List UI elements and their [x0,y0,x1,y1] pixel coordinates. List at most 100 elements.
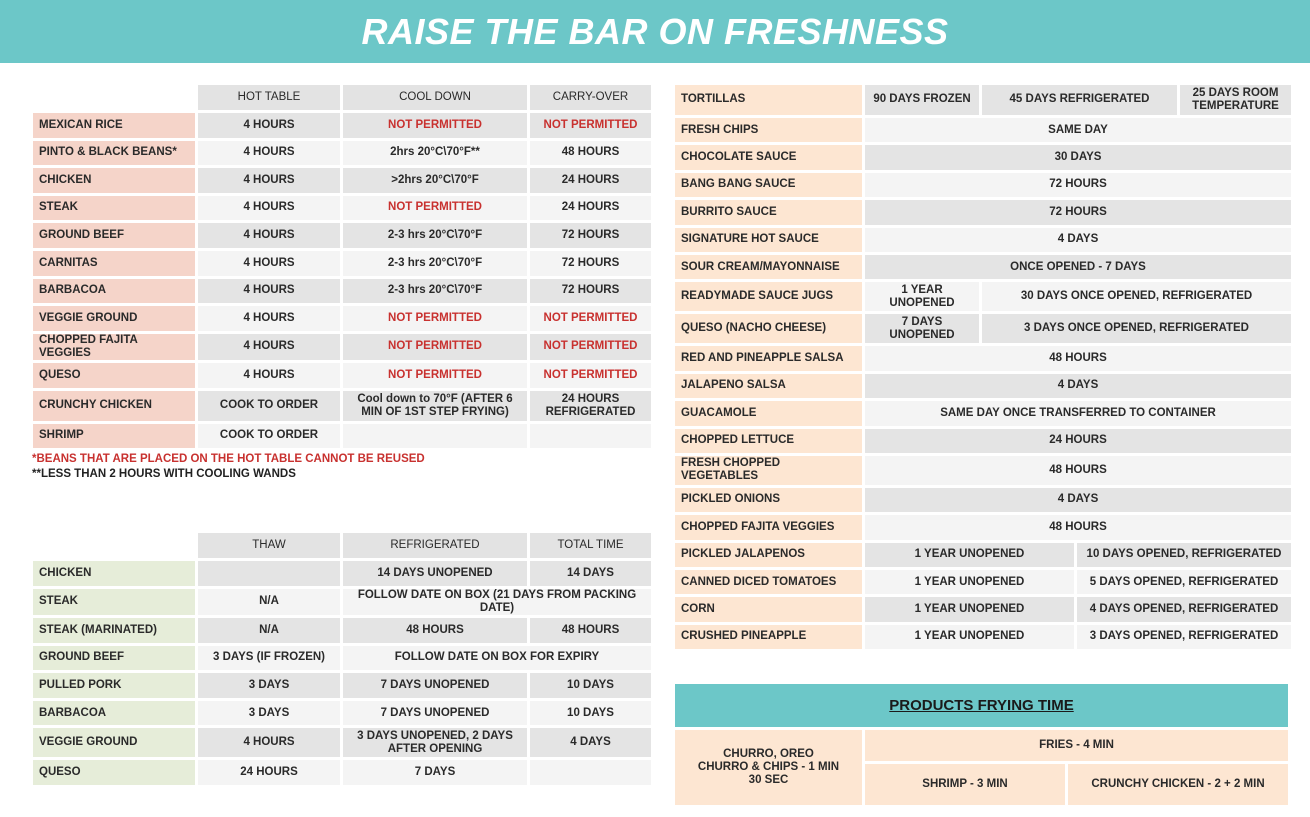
table-cell: NOT PERMITTED [530,113,651,138]
frying-time-title: PRODUCTS FRYING TIME [889,697,1074,714]
table-cell: 4 DAYS [865,227,1292,252]
table-row: RED AND PINEAPPLE SALSA 48 HOURS [675,346,1292,371]
cooling-wands-note: **LESS THAN 2 HOURS WITH COOLING WANDS [32,468,296,480]
table-row: PINTO & BLACK BEANS* 4 HOURS 2hrs 20°C\70°… [33,140,651,166]
table-cell: 24 HOURS [865,428,1292,453]
table-cell: 48 HOURS [865,346,1292,371]
table-cell: 1 YEAR UNOPENED [865,570,1074,595]
table-cell: 24 HOURS [530,168,651,193]
table-row: STEAK 4 HOURS NOT PERMITTED 24 HOURS [33,195,651,221]
row-label: MEXICAN RICE [33,113,195,138]
table-cell: 7 DAYS UNOPENED [343,673,527,698]
page-title: RAISE THE BAR ON FRESHNESS [361,10,949,52]
row-label: CHOPPED FAJITA VEGGIES [33,333,195,361]
row-label: PICKLED ONIONS [675,487,862,513]
row-label: SOUR CREAM/MAYONNAISE [675,254,862,280]
row-label: FRESH CHIPS [675,118,862,143]
table-cell: NOT PERMITTED [343,333,527,361]
table-row: MEXICAN RICE 4 HOURS NOT PERMITTED NOT PERM… [33,113,651,138]
table-cell: 4 HOURS [198,306,340,331]
row-label: RED AND PINEAPPLE SALSA [675,346,862,371]
frying-time-table: CHURRO, OREO CHURRO & CHIPS - 1 MIN 30 S… [672,727,1291,808]
table-cell: 14 DAYS UNOPENED [343,561,527,586]
table-row: FRESH CHIPS SAME DAY [675,118,1292,143]
table-row: CRUSHED PINEAPPLE 1 YEAR UNOPENED 3 DAYS O… [675,624,1292,650]
hot-table: HOT TABLE COOL DOWN CARRY-OVER MEXICAN R… [30,82,654,451]
frying-time-header: PRODUCTS FRYING TIME [675,684,1288,727]
table-row: JALAPENO SALSA 4 DAYS [675,373,1292,399]
row-label: BARBACOA [33,278,195,304]
row-label: GUACAMOLE [675,401,862,426]
row-label: QUESO [33,760,195,785]
row-label: VEGGIE GROUND [33,306,195,331]
table-cell: 3 DAYS UNOPENED, 2 DAYS AFTER OPENING [343,728,527,758]
table-cell: NOT PERMITTED [343,113,527,138]
table-cell: 14 DAYS [530,561,651,586]
table-row: READYMADE SAUCE JUGS 1 YEAR UNOPENED 30 DA… [675,282,1292,312]
churro-frying-time: CHURRO, OREO CHURRO & CHIPS - 1 MIN 30 S… [675,730,862,805]
table-cell: 90 DAYS FROZEN [865,85,979,115]
table-cell: Cool down to 70°F (AFTER 6 MIN OF 1ST ST… [343,390,527,421]
table-cell [198,561,340,586]
table-cell: SAME DAY [865,118,1292,143]
table-cell: 24 HOURS [530,195,651,221]
row-label: CARNITAS [33,250,195,276]
header-cool-down: COOL DOWN [343,85,527,110]
row-label: CANNED DICED TOMATOES [675,570,862,595]
table-cell: 72 HOURS [530,223,651,248]
table-cell: 24 HOURS [198,760,340,785]
table-cell: 48 HOURS [865,455,1292,485]
table-cell [530,760,651,785]
table-cell: 30 DAYS [865,145,1292,170]
table-row: CHOCOLATE SAUCE 30 DAYS [675,145,1292,170]
table-cell: 3 DAYS [198,700,340,726]
row-label: CHOPPED LETTUCE [675,428,862,453]
table-cell: 25 DAYS ROOM TEMPERATURE [1180,85,1292,115]
header-carry-over: CARRY-OVER [530,85,651,110]
table-cell: FOLLOW DATE ON BOX (21 DAYS FROM PACKING… [343,588,651,616]
table-cell: 7 DAYS UNOPENED [865,314,979,344]
table-cell [530,423,651,449]
table-cell: 3 DAYS OPENED, REFRIGERATED [1077,624,1292,650]
table-cell: 4 HOURS [198,140,340,166]
table-cell: 1 YEAR UNOPENED [865,542,1074,568]
row-label: CHOCOLATE SAUCE [675,145,862,170]
table-row: BANG BANG SAUCE 72 HOURS [675,172,1292,198]
table-cell: 10 DAYS [530,700,651,726]
table-cell: 45 DAYS REFRIGERATED [982,85,1178,115]
table-cell: 72 HOURS [865,200,1292,225]
row-label: STEAK [33,588,195,616]
row-label: TORTILLAS [675,85,862,115]
thaw-table-header-row: THAW REFRIGERATED TOTAL TIME [33,533,651,558]
table-row: GUACAMOLE SAME DAY ONCE TRANSFERRED TO CO… [675,401,1292,426]
table-cell: NOT PERMITTED [343,363,527,388]
row-label: BANG BANG SAUCE [675,172,862,198]
table-row: SIGNATURE HOT SAUCE 4 DAYS [675,227,1292,252]
table-row: CHICKEN 4 HOURS >2hrs 20°C\70°F 24 HOURS [33,168,651,193]
table-row: PICKLED ONIONS 4 DAYS [675,487,1292,513]
table-cell [343,423,527,449]
row-label: VEGGIE GROUND [33,728,195,758]
table-cell: COOK TO ORDER [198,390,340,421]
table-cell: 2-3 hrs 20°C\70°F [343,250,527,276]
table-cell: 4 DAYS [865,487,1292,513]
row-label: CRUNCHY CHICKEN [33,390,195,421]
row-label: PULLED PORK [33,673,195,698]
table-cell: 5 DAYS OPENED, REFRIGERATED [1077,570,1292,595]
row-label: CRUSHED PINEAPPLE [675,624,862,650]
table-row: BURRITO SAUCE 72 HOURS [675,200,1292,225]
table-row: CHICKEN 14 DAYS UNOPENED 14 DAYS [33,561,651,586]
row-label: QUESO (NACHO CHEESE) [675,314,862,344]
row-label: QUESO [33,363,195,388]
table-cell: ONCE OPENED - 7 DAYS [865,254,1292,280]
header-thaw: THAW [198,533,340,558]
row-label: SIGNATURE HOT SAUCE [675,227,862,252]
table-row: GROUND BEEF 3 DAYS (IF FROZEN) FOLLOW DATE… [33,645,651,671]
row-label: BURRITO SAUCE [675,200,862,225]
table-cell: 4 HOURS [198,278,340,304]
shrimp-frying-time: SHRIMP - 3 MIN [865,764,1065,805]
table-row: PULLED PORK 3 DAYS 7 DAYS UNOPENED 10 DAYS [33,673,651,698]
row-label: READYMADE SAUCE JUGS [675,282,862,312]
table-cell: 4 DAYS [530,728,651,758]
table-cell: 4 DAYS [865,373,1292,399]
